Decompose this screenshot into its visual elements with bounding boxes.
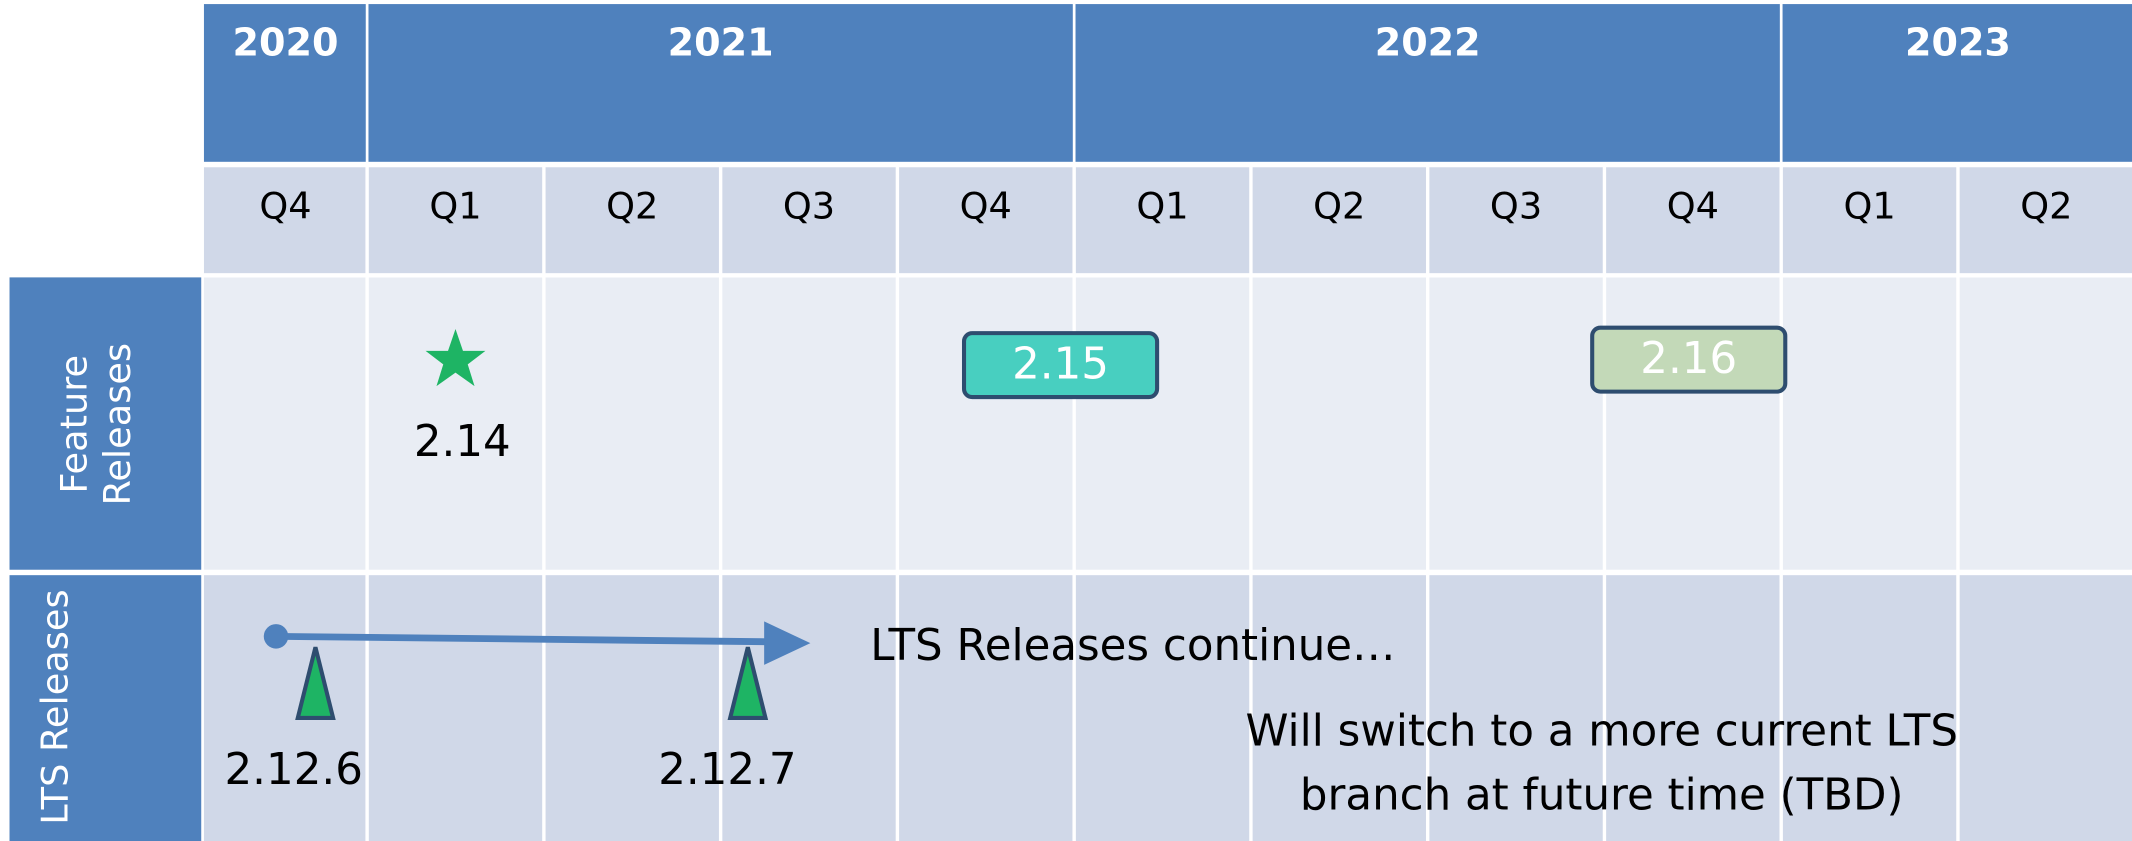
release-star bbox=[425, 329, 486, 387]
quarter-label: Q1 bbox=[1843, 185, 1895, 228]
lts-arrow-head bbox=[764, 621, 811, 665]
lts-label: 2.12.6 bbox=[225, 745, 363, 795]
year-label: 2023 bbox=[1905, 20, 2011, 64]
quarter-label: Q1 bbox=[429, 185, 481, 228]
quarter-row bbox=[203, 167, 2132, 274]
lts-label: 2.12.7 bbox=[658, 745, 796, 795]
year-header: 2020 2021 2022 2023 bbox=[203, 4, 2132, 162]
quarter-label: Q2 bbox=[2020, 185, 2072, 228]
release-label: 2.15 bbox=[1012, 340, 1109, 390]
row-label-cell bbox=[9, 277, 202, 570]
year-cell bbox=[1075, 4, 1780, 162]
row-label-line: Feature bbox=[53, 355, 96, 494]
row-label-line: Releases bbox=[96, 343, 139, 506]
quarter-label: Q4 bbox=[960, 185, 1012, 228]
year-cell bbox=[1782, 4, 2132, 162]
row-label: LTS Releases bbox=[34, 589, 77, 824]
note: LTS Releases continue… bbox=[870, 621, 1395, 671]
row-label-cell bbox=[9, 575, 202, 841]
release-label: 2.14 bbox=[414, 417, 511, 467]
year-cell bbox=[203, 4, 366, 162]
note: branch at future time (TBD) bbox=[1300, 771, 1904, 821]
row-label-line: LTS Releases bbox=[34, 589, 77, 824]
quarter-label: Q1 bbox=[1136, 185, 1188, 228]
row-label: Feature Releases bbox=[53, 343, 140, 506]
quarter-label: Q3 bbox=[1490, 185, 1542, 228]
lts-arrow-line bbox=[275, 632, 773, 646]
quarter-labels: Q4 Q1 Q2 Q3 Q4 Q1 Q2 Q3 Q4 Q1 Q2 bbox=[259, 185, 2072, 228]
release-label: 2.16 bbox=[1640, 334, 1737, 384]
release-box bbox=[961, 331, 1160, 400]
year-label: 2020 bbox=[233, 20, 339, 64]
year-cell bbox=[368, 4, 1073, 162]
year-label: 2021 bbox=[668, 20, 774, 64]
release-box bbox=[1590, 325, 1788, 394]
quarter-label: Q4 bbox=[259, 185, 311, 228]
lts-row bbox=[203, 575, 2132, 841]
lts-marker bbox=[295, 646, 336, 720]
lts-arrow-start bbox=[263, 624, 289, 649]
quarter-label: Q2 bbox=[606, 185, 658, 228]
quarter-label: Q2 bbox=[1313, 185, 1365, 228]
grid bbox=[203, 162, 2132, 841]
lts-marker bbox=[727, 646, 769, 720]
year-label: 2022 bbox=[1375, 20, 1481, 64]
feature-row bbox=[203, 277, 2132, 570]
note: Will switch to a more current LTS bbox=[1245, 707, 1958, 757]
quarter-label: Q4 bbox=[1667, 185, 1719, 228]
quarter-label: Q3 bbox=[783, 185, 835, 228]
